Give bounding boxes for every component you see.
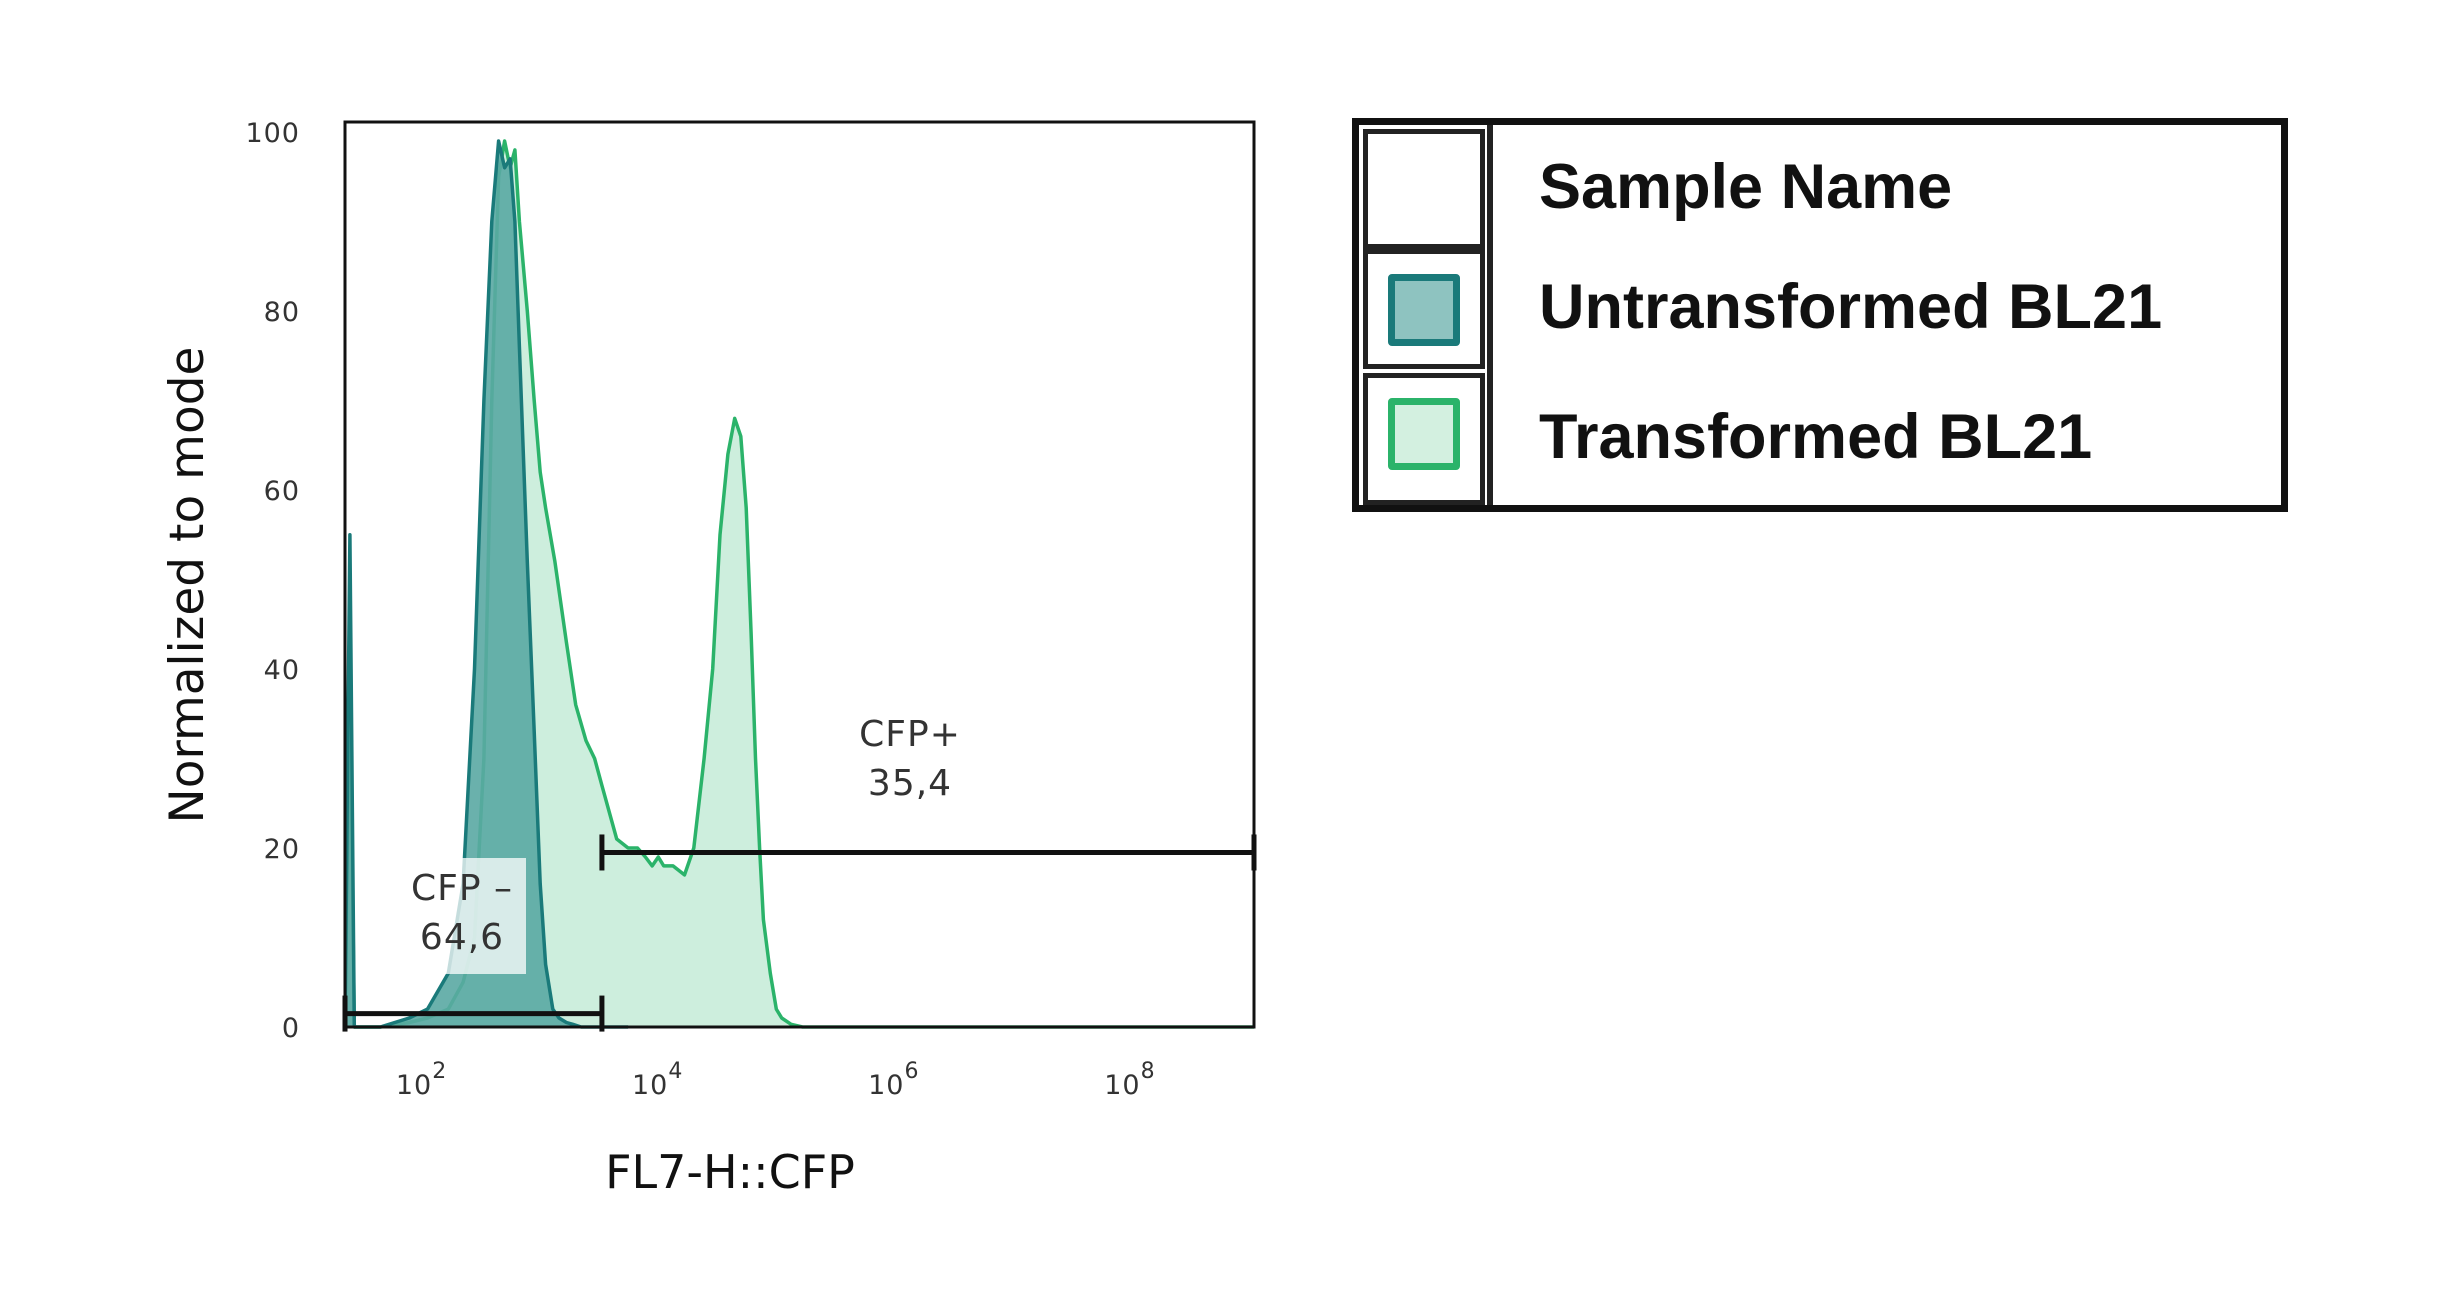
series-area-untransformed — [345, 141, 629, 1027]
legend-header: Sample Name — [1539, 152, 1953, 222]
legend-header-cell — [1363, 129, 1485, 249]
legend-swatch-cell — [1363, 249, 1485, 369]
gate-layer: CFP – 64,6 CFP+ 35,4 — [342, 714, 1257, 1032]
legend-swatch-cell — [1363, 373, 1485, 505]
y-tick-label: 80 — [264, 297, 300, 328]
plot-frame — [343, 120, 1256, 1029]
x-axis-label: FL7-H::CFP — [605, 1145, 855, 1199]
x-tick-label: 104 — [632, 1059, 683, 1101]
x-tick-label: 106 — [868, 1059, 919, 1101]
x-tick-label: 108 — [1104, 1059, 1155, 1101]
y-tick-label: 60 — [264, 476, 300, 507]
legend-label-untransformed: Untransformed BL21 — [1539, 272, 2163, 342]
legend-header-row: Sample Name — [1359, 125, 2281, 249]
y-tick-label: 0 — [282, 1013, 300, 1044]
legend-swatch-untransformed — [1388, 274, 1460, 346]
gate-value-cfp-positive: 35,4 — [868, 763, 952, 804]
legend-label-transformed: Transformed BL21 — [1539, 402, 2093, 472]
legend-entry-untransformed: Untransformed BL21 — [1359, 249, 2281, 373]
gate-name-cfp-negative: CFP – — [411, 868, 513, 909]
legend: Sample Name Untransformed BL21 Transform… — [1352, 118, 2288, 512]
y-tick-label: 40 — [264, 655, 300, 686]
x-tick-label: 102 — [396, 1059, 447, 1101]
legend-divider — [1487, 125, 1493, 505]
gate-label-bg-cfp-negative — [398, 858, 526, 974]
legend-entry-transformed: Transformed BL21 — [1359, 373, 2281, 505]
y-tick-label: 100 — [245, 118, 300, 149]
x-axis-ticks: 102 104 106 108 — [396, 1059, 1155, 1101]
y-axis-label: Normalized to mode — [160, 347, 215, 824]
gate-name-cfp-positive: CFP+ — [859, 714, 961, 755]
y-axis-ticks: 0 20 40 60 80 100 — [245, 118, 300, 1044]
gate-value-cfp-negative: 64,6 — [420, 917, 504, 958]
series-area-transformed — [345, 141, 1254, 1027]
y-tick-label: 20 — [264, 834, 300, 865]
legend-swatch-transformed — [1388, 398, 1460, 470]
